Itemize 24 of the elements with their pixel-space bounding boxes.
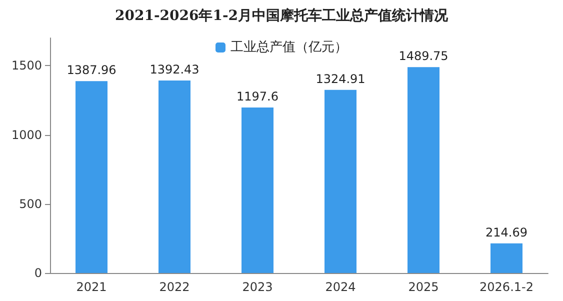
bar (76, 81, 108, 273)
data-label: 214.69 (486, 225, 528, 240)
y-tick-label: 1000 (11, 128, 42, 142)
bar (490, 243, 522, 273)
x-tick-label: 2025 (408, 280, 439, 294)
bar (324, 90, 356, 273)
bar (408, 67, 440, 273)
data-label: 1197.6 (236, 89, 278, 104)
data-label: 1324.91 (316, 72, 366, 86)
bar (242, 107, 274, 273)
x-tick-label: 2026.1-2 (480, 280, 534, 294)
y-tick-label: 1500 (11, 58, 42, 73)
y-tick-label: 0 (34, 266, 42, 280)
data-label: 1392.43 (150, 62, 200, 77)
x-tick-label: 2024 (325, 280, 356, 294)
chart-title: 2021-2026年1-2月中国摩托车工业总产值统计情况 (114, 7, 450, 24)
x-tick-label: 2022 (159, 280, 190, 294)
y-tick-label: 500 (19, 196, 42, 211)
data-label: 1387.96 (66, 63, 116, 78)
x-tick-label: 2023 (242, 280, 273, 294)
data-label: 1489.75 (398, 49, 448, 64)
x-tick-label: 2021 (76, 280, 107, 294)
legend-label: 工业总产值（亿元） (230, 40, 348, 55)
bar (158, 80, 190, 273)
